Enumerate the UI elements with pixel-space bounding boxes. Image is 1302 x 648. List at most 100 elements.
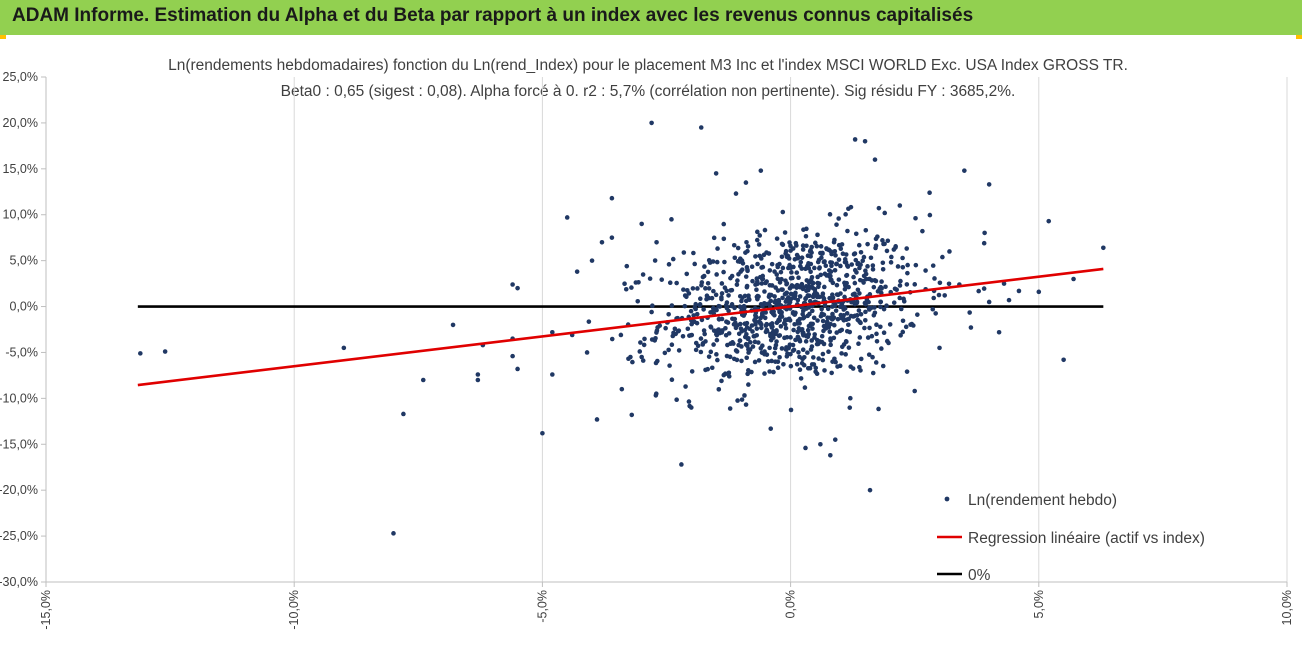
data-point — [698, 125, 704, 130]
data-point — [830, 311, 835, 317]
data-point — [667, 280, 673, 286]
data-point — [755, 296, 760, 302]
data-point — [774, 329, 779, 334]
data-point — [767, 345, 772, 351]
data-point — [830, 292, 835, 298]
data-point — [650, 303, 655, 309]
data-point — [635, 298, 641, 304]
data-point — [1016, 288, 1022, 294]
data-point — [715, 357, 720, 363]
data-point — [745, 343, 750, 349]
data-point — [779, 346, 785, 351]
data-point — [817, 266, 822, 271]
data-point — [811, 355, 816, 360]
regression-layer — [137, 267, 1104, 387]
data-point — [788, 363, 794, 369]
data-point — [721, 372, 727, 378]
data-point — [783, 278, 788, 283]
data-point — [784, 281, 789, 287]
data-point — [861, 254, 867, 260]
data-point — [821, 312, 827, 317]
data-point — [777, 309, 782, 315]
y-tick-label: -10,0% — [0, 391, 38, 405]
data-point — [756, 242, 762, 247]
data-point — [510, 282, 515, 287]
data-point — [775, 365, 781, 371]
data-point — [878, 324, 883, 330]
data-point — [716, 317, 722, 322]
data-point — [774, 236, 780, 241]
data-point — [755, 261, 760, 267]
data-point — [674, 280, 679, 286]
data-point — [809, 284, 814, 289]
data-point — [746, 368, 751, 373]
data-point — [816, 356, 821, 361]
data-point — [775, 262, 780, 268]
data-point — [986, 182, 992, 187]
data-point — [717, 304, 723, 309]
data-point — [810, 308, 815, 314]
data-point — [891, 247, 897, 252]
data-point — [740, 295, 745, 301]
x-tick-label: 5,0% — [1032, 590, 1046, 619]
data-point — [820, 351, 826, 357]
data-point — [858, 356, 864, 362]
data-point — [702, 264, 707, 269]
data-point — [725, 372, 731, 377]
data-point — [828, 452, 833, 458]
data-point — [820, 291, 826, 296]
data-point — [630, 359, 635, 365]
data-point — [708, 349, 714, 355]
data-point — [701, 307, 706, 312]
data-point — [669, 217, 674, 222]
data-point — [722, 259, 727, 265]
data-point — [666, 347, 671, 353]
data-point — [860, 258, 866, 264]
data-point — [744, 331, 749, 337]
data-point — [738, 326, 744, 331]
data-point — [638, 340, 643, 345]
data-point — [746, 347, 751, 352]
data-point — [743, 402, 749, 407]
data-point — [791, 284, 796, 289]
data-point — [685, 326, 691, 332]
data-point — [876, 406, 881, 412]
data-point — [753, 319, 758, 324]
data-point — [818, 250, 823, 256]
data-point — [705, 280, 711, 286]
data-point — [858, 262, 863, 268]
data-point — [754, 287, 759, 293]
data-point — [932, 276, 937, 281]
data-point — [843, 352, 848, 357]
data-point — [743, 250, 748, 255]
data-point — [824, 273, 830, 278]
data-point — [759, 313, 765, 318]
data-point — [884, 248, 890, 254]
data-point — [772, 350, 778, 356]
data-point — [848, 395, 853, 401]
data-point — [806, 331, 812, 337]
data-point — [743, 298, 749, 304]
data-point — [702, 331, 707, 337]
data-point — [475, 372, 481, 377]
data-point — [831, 322, 837, 328]
data-point — [574, 269, 580, 274]
data-point — [666, 311, 671, 317]
data-point — [897, 295, 903, 301]
data-point — [584, 350, 590, 355]
data-point — [733, 191, 739, 196]
data-point — [834, 282, 840, 288]
data-point — [341, 345, 347, 351]
data-point — [716, 327, 721, 332]
data-point — [839, 344, 845, 350]
data-point — [897, 283, 903, 288]
data-point — [693, 306, 698, 312]
data-point — [804, 278, 810, 283]
data-point — [791, 264, 796, 270]
data-point — [870, 370, 876, 376]
data-point — [901, 296, 906, 302]
data-point — [742, 321, 748, 327]
data-point — [827, 212, 833, 217]
data-point — [788, 351, 793, 357]
data-point — [829, 263, 834, 269]
